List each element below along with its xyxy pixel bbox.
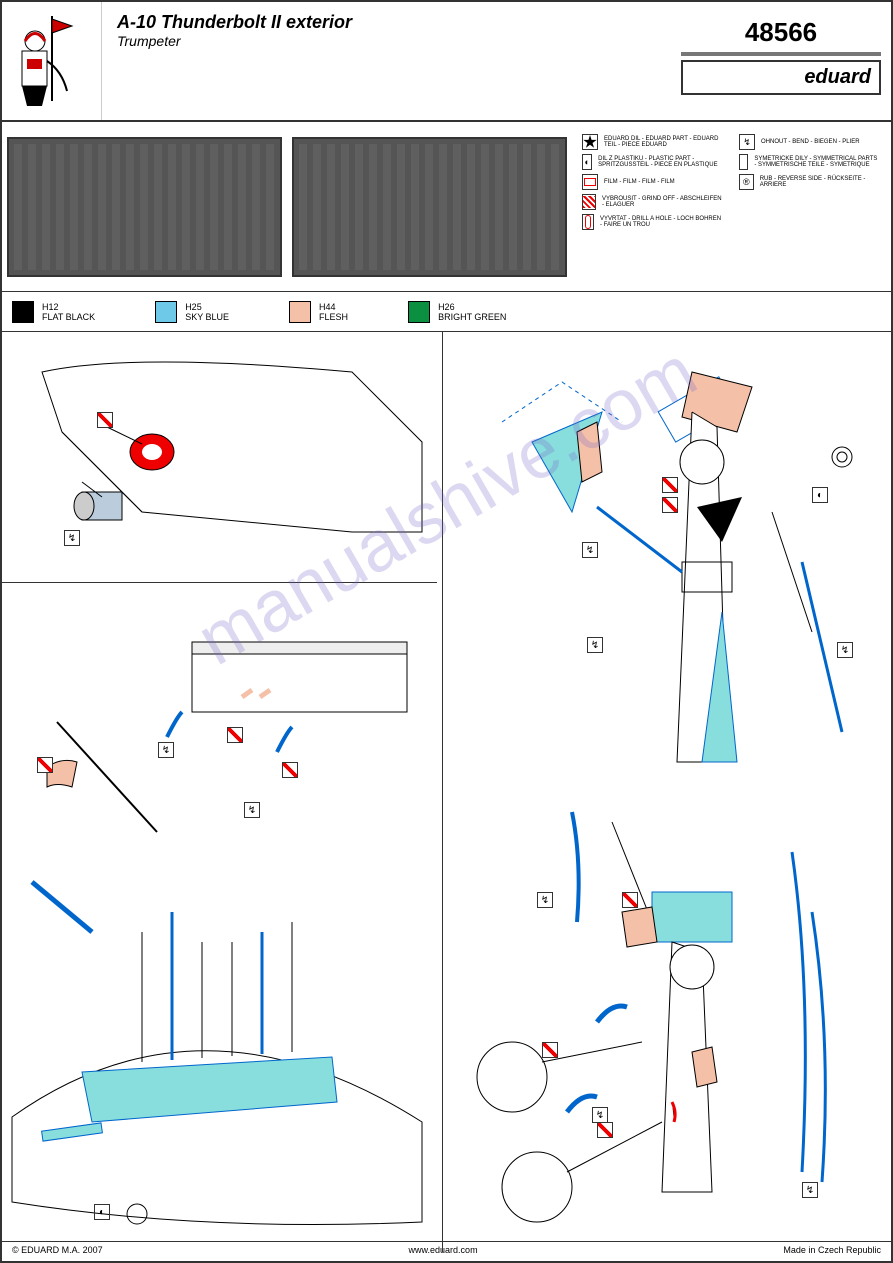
printed-in: Made in Czech Republic <box>783 1245 881 1258</box>
bend-icon: ↯ <box>537 892 553 908</box>
hatch-icon <box>597 1122 613 1138</box>
hatch-icon <box>542 1042 558 1058</box>
brand-box: eduard <box>681 60 881 95</box>
hatch-icon <box>662 477 678 493</box>
diagrams-area: ↯ <box>2 332 891 1252</box>
hatch-icon <box>227 727 243 743</box>
bend-icon: ↯ <box>244 802 260 818</box>
bend-icon: ↯ <box>158 742 174 758</box>
hatch-icon <box>282 762 298 778</box>
frets-section: EDUARD DIL - EDUARD PART - EDUARD TEIL -… <box>2 122 891 292</box>
panel-nose-gear: ↯ ↯ ↯ ◐ <box>442 332 892 792</box>
fret-image-2 <box>292 137 567 277</box>
bend-icon: ↯ <box>587 637 603 653</box>
fret-image-1 <box>7 137 282 277</box>
subtitle: Trumpeter <box>117 33 656 49</box>
hatch-icon <box>662 497 678 513</box>
color-row: H12FLAT BLACK H25SKY BLUE H44FLESH H26BRIGH… <box>2 292 891 332</box>
bend-icon: ↯ <box>802 1182 818 1198</box>
title-main: A-10 Thunderbolt II exterior <box>117 12 656 33</box>
logo-box <box>2 2 102 120</box>
copyright: © EDUARD M.A. 2007 <box>12 1245 103 1258</box>
panel-antenna-spine: ↯ ↯ ◐ <box>2 582 442 1247</box>
bend-icon: ↯ <box>64 530 80 546</box>
color-swatch-H44: H44FLESH <box>289 301 348 323</box>
yin-icon: ◐ <box>812 487 828 503</box>
title-area: A-10 Thunderbolt II exterior Trumpeter <box>102 2 671 59</box>
bend-icon: ↯ <box>592 1107 608 1123</box>
divider <box>681 52 881 56</box>
site-url: www.eduard.com <box>409 1245 478 1258</box>
hatch-icon <box>622 892 638 908</box>
color-swatch-H25: H25SKY BLUE <box>155 301 229 323</box>
panel-main-gear: ↯ ↯ ↯ <box>442 792 892 1252</box>
legend-area: EDUARD DIL - EDUARD PART - EDUARD TEIL -… <box>572 122 891 291</box>
color-swatch-H26: H26BRIGHT GREEN <box>408 301 506 323</box>
legend-left: EDUARD DIL - EDUARD PART - EDUARD TEIL -… <box>582 130 724 234</box>
panel-refuel: ↯ <box>2 332 442 582</box>
right-box: 48566 eduard <box>671 2 891 99</box>
product-code: 48566 <box>671 17 891 48</box>
bend-icon: ↯ <box>582 542 598 558</box>
footer: © EDUARD M.A. 2007 www.eduard.com Made i… <box>2 1241 891 1261</box>
header: A-10 Thunderbolt II exterior Trumpeter 4… <box>2 2 891 122</box>
bend-icon: ↯ <box>837 642 853 658</box>
knight-logo-icon <box>17 11 87 111</box>
yin-icon: ◐ <box>94 1204 110 1220</box>
color-swatch-H12: H12FLAT BLACK <box>12 301 95 323</box>
legend-right: ↯OHNOUT - BEND - BIEGEN - PLIERSYMETRICK… <box>739 130 881 234</box>
drill-icon <box>97 412 113 428</box>
hatch-icon <box>37 757 53 773</box>
